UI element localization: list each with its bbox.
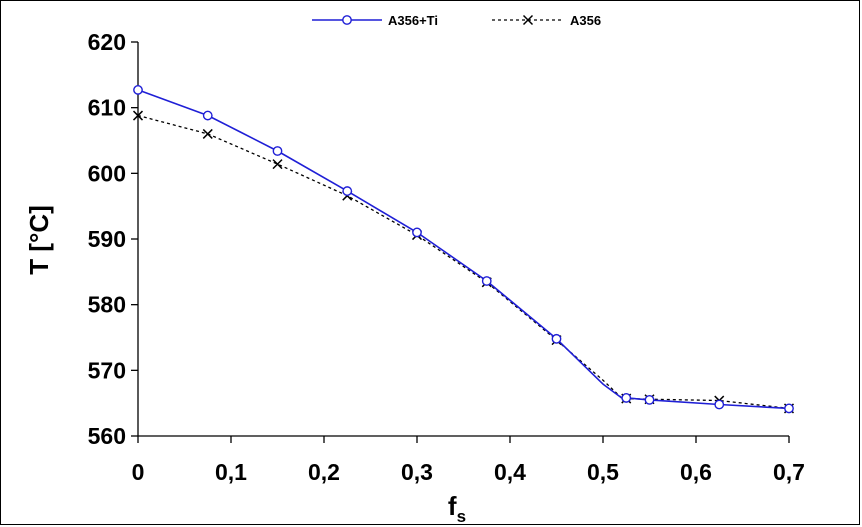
- data-point: [133, 85, 143, 95]
- series-line: [137, 114, 790, 410]
- y-tick-label: 600: [88, 160, 126, 186]
- y-tick-label: 570: [88, 357, 126, 383]
- data-point: [412, 227, 422, 238]
- series-layer: [132, 85, 795, 414]
- series-a356: [132, 110, 795, 414]
- data-point: [132, 110, 144, 121]
- data-point: [342, 186, 353, 196]
- y-tick-label: 560: [88, 423, 126, 449]
- x-axis-title-sub: s: [457, 507, 466, 526]
- y-tick-label: 610: [88, 95, 126, 121]
- legend-label: A356: [570, 13, 601, 28]
- x-tick-label: 0,3: [401, 459, 433, 485]
- y-axis-title: T [°C]: [24, 205, 54, 275]
- data-point: [522, 14, 534, 26]
- x-tick-label: 0,7: [773, 459, 805, 485]
- x-tick-label: 0,6: [680, 459, 712, 485]
- legend-background: [296, 6, 636, 38]
- data-point: [272, 159, 283, 170]
- x-tick-label: 0: [132, 459, 145, 485]
- legend-label: A356+Ti: [388, 13, 438, 28]
- data-point: [551, 333, 562, 344]
- y-tick-label: 620: [88, 29, 126, 55]
- data-point: [202, 128, 213, 139]
- series-line: [137, 89, 790, 410]
- data-point: [272, 146, 283, 156]
- x-tick-label: 0,4: [494, 459, 526, 485]
- legend: A356+Ti A356: [296, 6, 636, 38]
- data-point: [714, 399, 725, 410]
- y-tick-label: 580: [88, 292, 126, 318]
- y-tick-label: 590: [88, 226, 126, 252]
- series-a356-ti: [133, 85, 794, 414]
- axes: 560 570 580 590 600 610 620 0 0,1 0,2 0,3 0,4 0,5 0,6…: [88, 29, 805, 485]
- data-point: [784, 403, 794, 414]
- data-point: [621, 393, 632, 403]
- data-point: [644, 394, 655, 405]
- x-axis-title: fs: [448, 491, 466, 526]
- data-point: [202, 110, 213, 121]
- x-axis-title-main: f: [448, 491, 457, 521]
- data-point: [342, 15, 352, 25]
- x-tick-label: 0,2: [308, 459, 340, 485]
- x-tick-label: 0,1: [215, 459, 247, 485]
- data-point: [481, 276, 492, 286]
- x-tick-label: 0,5: [587, 459, 619, 485]
